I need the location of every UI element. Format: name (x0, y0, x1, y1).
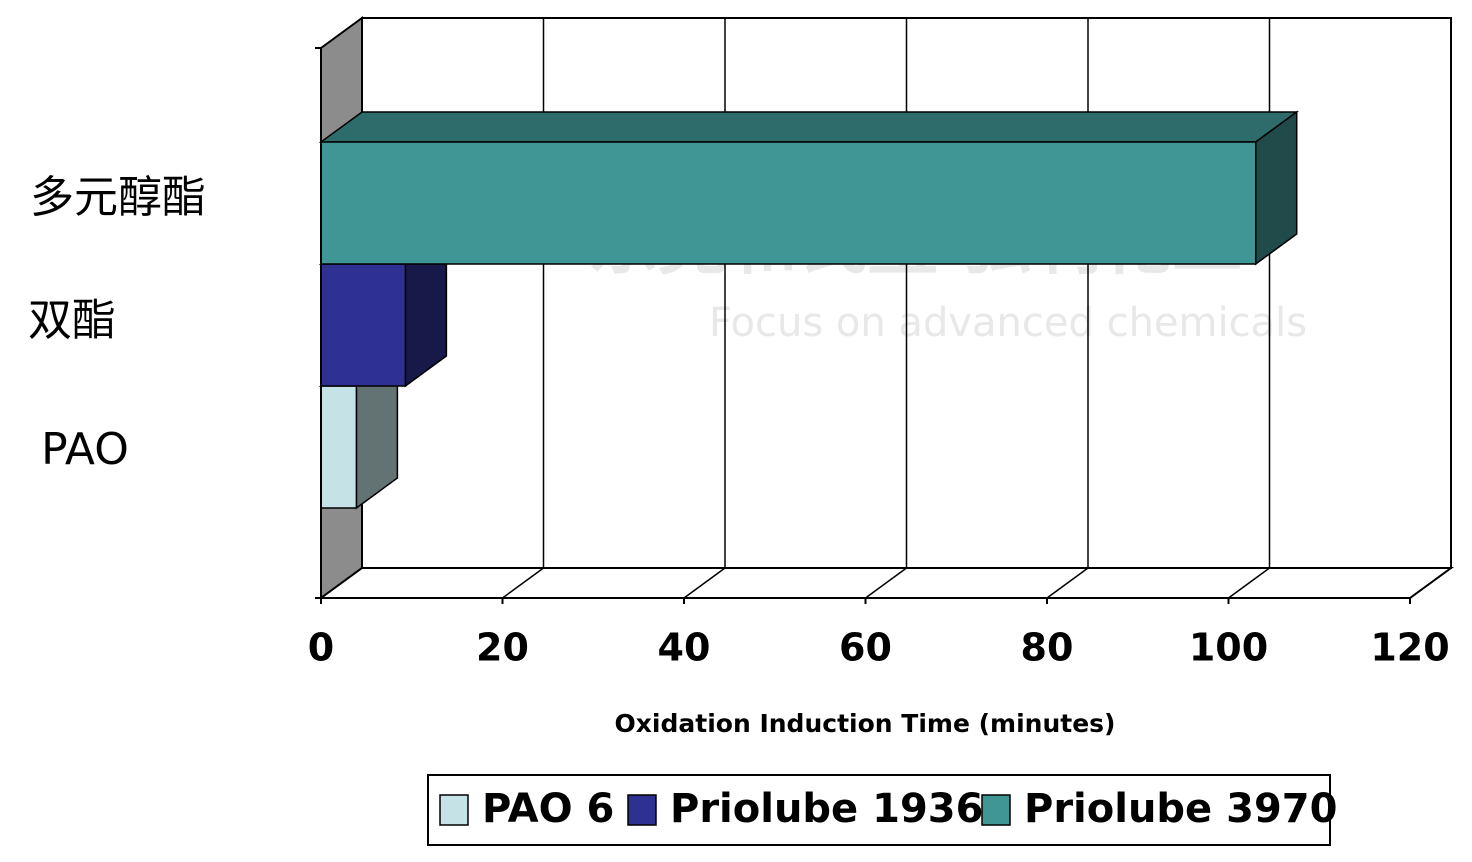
bar (320, 385, 358, 509)
floor-line (865, 567, 907, 599)
legend-label: Priolube 1936 (670, 786, 983, 832)
floor-line (1046, 567, 1089, 599)
y-tick-label: 多元醇酯 (30, 172, 206, 223)
x-tick-label: 80 (1021, 626, 1074, 670)
x-tick-label: 120 (1370, 626, 1449, 670)
x-tick-label: 60 (839, 626, 892, 670)
legend-swatch (439, 794, 469, 826)
legend-label: PAO 6 (482, 786, 614, 832)
floor-line (320, 567, 363, 599)
x-tick-label: 0 (308, 626, 334, 670)
watermark: Focus on advanced chemicals (709, 300, 1307, 346)
bar-top (318, 111, 1300, 143)
x-tick-label: 100 (1189, 626, 1268, 670)
bar (320, 141, 1257, 265)
y-tick-label: PAO (41, 424, 129, 475)
y-tick-label: 双酯 (28, 295, 116, 346)
floor-line (502, 567, 544, 599)
floor-line (1228, 567, 1270, 599)
x-axis-title: Oxidation Induction Time (minutes) (615, 709, 1116, 738)
x-tick-label: 20 (476, 626, 529, 670)
floor-line (683, 567, 726, 599)
x-tick-label: 40 (658, 626, 711, 670)
legend-swatch (627, 794, 657, 826)
legend-swatch (981, 794, 1011, 826)
floor-line (1409, 567, 1452, 599)
bar (320, 263, 407, 387)
legend-label: Priolube 3970 (1024, 786, 1337, 832)
legend (427, 774, 1331, 846)
